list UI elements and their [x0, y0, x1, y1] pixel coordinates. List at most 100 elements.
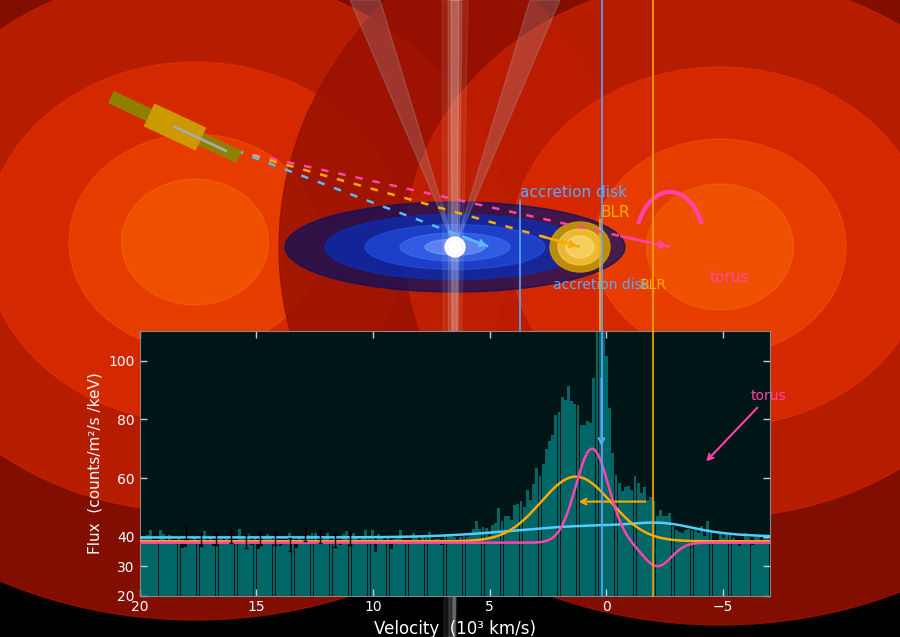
- Polygon shape: [448, 0, 462, 637]
- Bar: [469, 533, 472, 596]
- Bar: [643, 487, 646, 596]
- Bar: [538, 476, 542, 596]
- Ellipse shape: [122, 179, 268, 305]
- Bar: [361, 536, 365, 596]
- Bar: [263, 537, 266, 596]
- Bar: [158, 530, 161, 596]
- Bar: [719, 534, 722, 596]
- Bar: [425, 537, 427, 596]
- Bar: [149, 530, 152, 596]
- Bar: [428, 533, 430, 596]
- X-axis label: Velocity  (10³ km/s): Velocity (10³ km/s): [374, 620, 536, 637]
- Text: torus: torus: [707, 389, 787, 460]
- Bar: [703, 536, 706, 596]
- Bar: [627, 486, 630, 596]
- Bar: [450, 536, 453, 596]
- Bar: [567, 386, 570, 596]
- Bar: [472, 529, 475, 596]
- Bar: [367, 538, 371, 596]
- Bar: [513, 505, 516, 596]
- Bar: [390, 548, 392, 596]
- Bar: [744, 533, 747, 596]
- Bar: [196, 543, 200, 596]
- Bar: [542, 464, 544, 596]
- Bar: [596, 326, 599, 596]
- Ellipse shape: [594, 139, 846, 355]
- Bar: [254, 537, 256, 596]
- Bar: [459, 537, 463, 596]
- Ellipse shape: [425, 239, 485, 255]
- Ellipse shape: [69, 134, 321, 350]
- Bar: [621, 491, 624, 596]
- Bar: [168, 536, 171, 596]
- Ellipse shape: [550, 222, 610, 272]
- Bar: [184, 547, 187, 596]
- Bar: [694, 528, 697, 596]
- Bar: [482, 527, 484, 596]
- Bar: [273, 539, 275, 596]
- Bar: [145, 104, 205, 150]
- Bar: [519, 501, 522, 596]
- Bar: [412, 533, 415, 596]
- Bar: [421, 535, 424, 596]
- Bar: [190, 543, 194, 596]
- Bar: [491, 525, 494, 596]
- Bar: [646, 501, 649, 596]
- Bar: [598, 286, 601, 596]
- Bar: [222, 545, 225, 596]
- Ellipse shape: [400, 233, 510, 261]
- Bar: [238, 529, 240, 596]
- Bar: [510, 520, 513, 596]
- Polygon shape: [455, 0, 560, 247]
- Bar: [339, 545, 342, 596]
- Bar: [586, 421, 589, 596]
- Bar: [716, 542, 719, 596]
- Bar: [320, 540, 323, 596]
- Bar: [517, 505, 519, 596]
- Bar: [406, 543, 409, 596]
- Bar: [709, 532, 713, 596]
- Bar: [348, 539, 352, 596]
- Bar: [611, 453, 614, 596]
- Bar: [734, 542, 738, 596]
- Bar: [203, 531, 206, 596]
- Bar: [526, 490, 528, 596]
- Bar: [225, 536, 228, 596]
- Bar: [156, 540, 158, 596]
- Bar: [554, 415, 557, 596]
- Bar: [310, 533, 313, 596]
- Bar: [500, 520, 503, 596]
- Bar: [700, 526, 703, 596]
- Bar: [523, 506, 526, 596]
- Bar: [494, 523, 497, 596]
- Bar: [317, 543, 319, 596]
- Bar: [289, 533, 292, 596]
- Ellipse shape: [405, 0, 900, 517]
- Bar: [706, 520, 709, 596]
- Bar: [327, 533, 329, 596]
- Bar: [187, 541, 190, 596]
- Bar: [371, 530, 373, 596]
- Bar: [216, 541, 219, 596]
- Bar: [314, 533, 317, 596]
- Bar: [279, 546, 282, 596]
- Bar: [229, 541, 231, 596]
- Bar: [507, 516, 509, 596]
- Polygon shape: [198, 133, 241, 162]
- Bar: [434, 539, 436, 596]
- Bar: [659, 510, 662, 596]
- Bar: [763, 538, 766, 596]
- Bar: [212, 546, 215, 596]
- Bar: [381, 538, 383, 596]
- Bar: [162, 534, 165, 596]
- Bar: [269, 538, 273, 596]
- Bar: [143, 539, 146, 596]
- Bar: [308, 535, 310, 596]
- Bar: [551, 435, 554, 596]
- Bar: [210, 538, 212, 596]
- Bar: [722, 538, 725, 596]
- Bar: [342, 534, 345, 596]
- Bar: [175, 541, 177, 596]
- Bar: [282, 542, 285, 596]
- Bar: [383, 540, 386, 596]
